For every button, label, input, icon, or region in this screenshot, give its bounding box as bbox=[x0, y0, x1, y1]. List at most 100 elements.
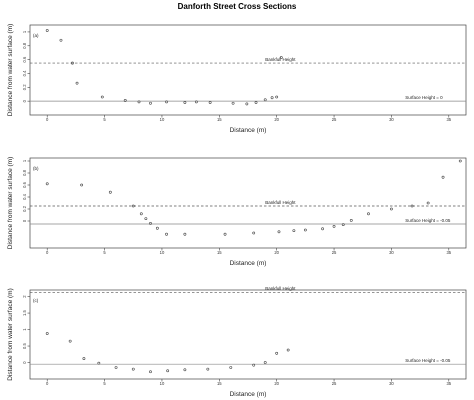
data-point-c bbox=[45, 332, 49, 335]
data-point-a bbox=[165, 100, 168, 104]
data-point-c bbox=[275, 351, 279, 355]
x-tick-label-c: 0 bbox=[46, 381, 49, 386]
data-point-b bbox=[144, 217, 148, 221]
y-tick-label-a: 1 bbox=[22, 30, 27, 33]
data-point-c bbox=[82, 357, 86, 360]
x-tick-label-b: 20 bbox=[274, 250, 279, 255]
y-tick-label-a: 0.4 bbox=[22, 70, 27, 76]
data-point-b bbox=[149, 221, 152, 225]
x-tick-label-b: 0 bbox=[46, 250, 49, 255]
y-axis-label-b: Distance from water surface (m) bbox=[7, 157, 14, 249]
data-point-a bbox=[279, 56, 283, 59]
data-point-b bbox=[410, 204, 414, 208]
y-tick-label-b: 1 bbox=[22, 159, 27, 162]
data-point-a bbox=[275, 95, 279, 99]
x-tick-label-a: 35 bbox=[446, 117, 451, 122]
data-point-a bbox=[71, 61, 74, 65]
data-point-c bbox=[166, 369, 170, 373]
data-point-c bbox=[206, 367, 210, 371]
data-point-c bbox=[97, 361, 101, 365]
y-tick-label-b: 0.8 bbox=[22, 169, 27, 175]
x-tick-label-b: 35 bbox=[446, 250, 451, 255]
bankfull-label-b: Bankfull Height bbox=[265, 200, 296, 205]
data-point-c bbox=[252, 363, 256, 367]
x-tick-label-a: 10 bbox=[160, 117, 165, 122]
panel-b: Bankfull Height Surface Height = -0.05 (b)… bbox=[7, 157, 467, 267]
data-point-b bbox=[292, 229, 296, 233]
data-point-b bbox=[390, 207, 393, 211]
plot-frame-b bbox=[29, 157, 467, 249]
data-point-c bbox=[183, 368, 187, 372]
panel-c: Bankfull Height Surface Height = -0.05 (c)… bbox=[7, 286, 467, 398]
data-point-a bbox=[208, 101, 212, 104]
data-point-b bbox=[349, 218, 353, 222]
x-tick-label-a: 15 bbox=[217, 117, 222, 122]
data-point-a bbox=[263, 98, 267, 102]
data-point-b bbox=[332, 224, 336, 228]
data-point-b bbox=[80, 183, 84, 187]
x-tick-label-c: 20 bbox=[274, 381, 279, 386]
data-point-a bbox=[149, 101, 152, 105]
data-point-b bbox=[341, 223, 345, 227]
x-tick-label-c: 35 bbox=[446, 381, 451, 386]
x-tick-label-c: 15 bbox=[217, 381, 222, 386]
data-point-b bbox=[165, 232, 168, 236]
y-tick-label-c: 0 bbox=[22, 361, 27, 364]
data-point-b bbox=[303, 228, 307, 232]
y-tick-label-c: 0.5 bbox=[22, 342, 27, 348]
data-point-a bbox=[59, 38, 63, 42]
x-tick-label-a: 5 bbox=[103, 117, 106, 122]
y-tick-label-c: 2 bbox=[22, 295, 27, 298]
y-tick-label-c: 1.5 bbox=[22, 309, 27, 315]
panel-label-a: (a) bbox=[33, 33, 39, 38]
chart-title: Danforth Street Cross Sections bbox=[177, 2, 297, 11]
data-point-a bbox=[75, 81, 79, 85]
data-point-a bbox=[270, 96, 274, 100]
data-point-a bbox=[245, 102, 249, 106]
y-axis-label-c: Distance from water surface (m) bbox=[7, 288, 14, 380]
data-point-c bbox=[229, 366, 233, 369]
y-axis-label-a: Distance from water surface (m) bbox=[7, 24, 14, 116]
data-point-c bbox=[114, 366, 118, 369]
data-point-b bbox=[155, 226, 159, 230]
data-point-a bbox=[123, 99, 127, 102]
y-tick-label-a: 0.2 bbox=[22, 84, 27, 90]
x-tick-label-c: 25 bbox=[332, 381, 337, 386]
y-tick-label-a: 0.8 bbox=[22, 42, 27, 48]
surface-label-c: Surface Height = -0.05 bbox=[405, 358, 451, 363]
x-tick-label-a: 30 bbox=[389, 117, 394, 122]
y-tick-label-b: 0.6 bbox=[22, 181, 27, 187]
panel-label-c: (c) bbox=[33, 298, 39, 303]
plot-frame-c bbox=[29, 289, 467, 380]
y-tick-label-a: 0 bbox=[22, 99, 27, 102]
data-point-c bbox=[263, 361, 267, 364]
data-point-a bbox=[100, 95, 104, 99]
x-axis-label-a: Distance (m) bbox=[230, 127, 267, 134]
panel-label-b: (b) bbox=[33, 166, 39, 171]
x-axis-label-c: Distance (m) bbox=[230, 391, 267, 398]
x-tick-label-c: 10 bbox=[160, 381, 165, 386]
data-point-b bbox=[321, 227, 324, 231]
data-point-c bbox=[149, 370, 152, 374]
x-tick-label-c: 5 bbox=[103, 381, 106, 386]
data-point-b bbox=[139, 212, 143, 216]
data-point-a bbox=[254, 101, 258, 104]
bankfull-label-c: Bankfull Height bbox=[265, 286, 296, 291]
data-point-c bbox=[286, 348, 290, 352]
data-point-b bbox=[223, 232, 227, 236]
data-point-a bbox=[183, 101, 187, 104]
y-tick-label-a: 0.6 bbox=[22, 56, 27, 62]
data-point-b bbox=[441, 175, 445, 179]
x-tick-label-a: 25 bbox=[332, 117, 337, 122]
data-point-b bbox=[367, 212, 370, 216]
y-tick-label-c: 1 bbox=[22, 328, 27, 331]
data-point-b bbox=[108, 190, 112, 194]
plot-frame-a bbox=[29, 24, 467, 116]
surface-label-b: Surface Height = -0.05 bbox=[405, 218, 451, 223]
data-point-c bbox=[68, 339, 72, 343]
y-tick-label-b: 0.4 bbox=[22, 193, 27, 199]
data-point-b bbox=[277, 230, 281, 234]
x-tick-label-c: 30 bbox=[389, 381, 394, 386]
data-point-a bbox=[194, 100, 198, 104]
